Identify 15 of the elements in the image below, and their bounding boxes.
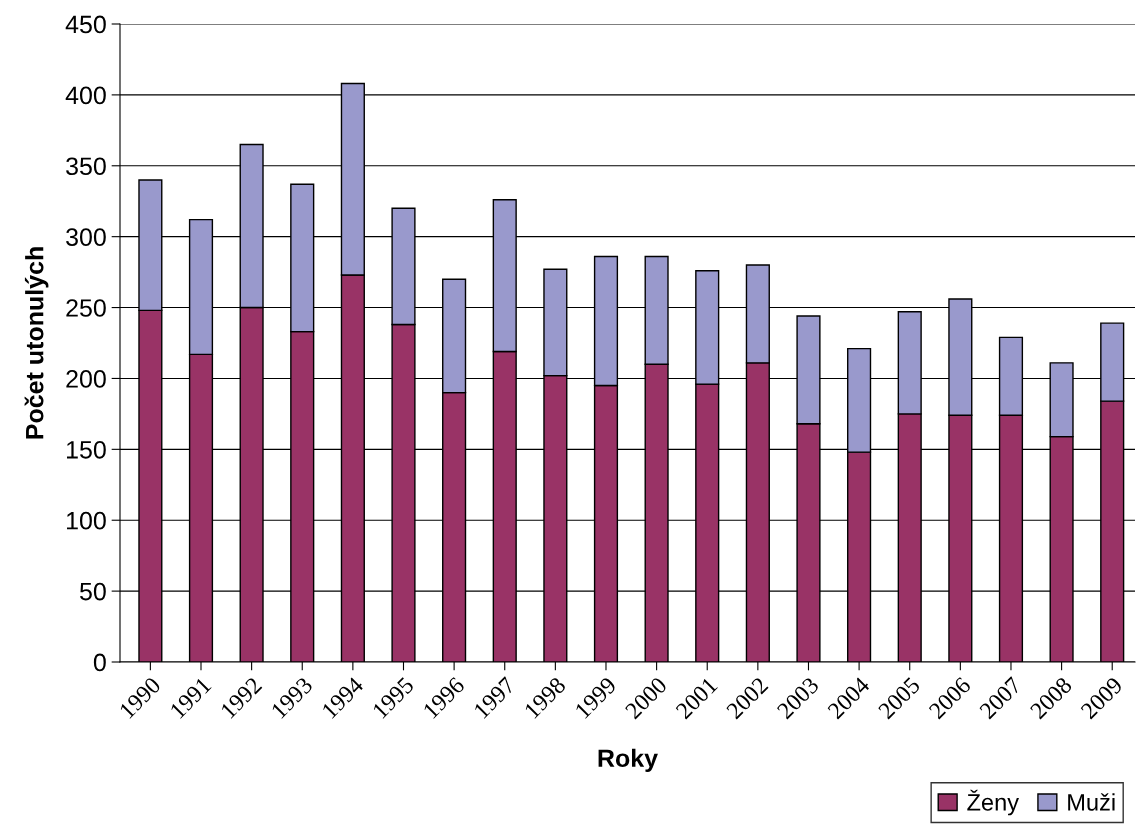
y-tick-label: 100 <box>67 511 106 530</box>
x-tick-label: 1991 <box>169 676 212 719</box>
x-axis-title: Roky <box>598 748 658 773</box>
y-tick-label: 200 <box>66 370 106 388</box>
y-axis-title: Počet utonulých <box>24 247 49 439</box>
y-tick-label: 250 <box>66 299 106 317</box>
y-tick-label: 150 <box>67 440 106 459</box>
y-tick-label: 400 <box>65 86 106 105</box>
y-tick-label: 300 <box>66 228 106 246</box>
legend-label: Ženy <box>967 789 1019 816</box>
y-tick-label: 350 <box>66 157 106 176</box>
y-tick-label: 50 <box>80 582 106 601</box>
legend-label: Muži <box>1068 793 1115 811</box>
y-tick-label: 450 <box>65 15 106 34</box>
y-tick-label: 0 <box>93 653 106 672</box>
